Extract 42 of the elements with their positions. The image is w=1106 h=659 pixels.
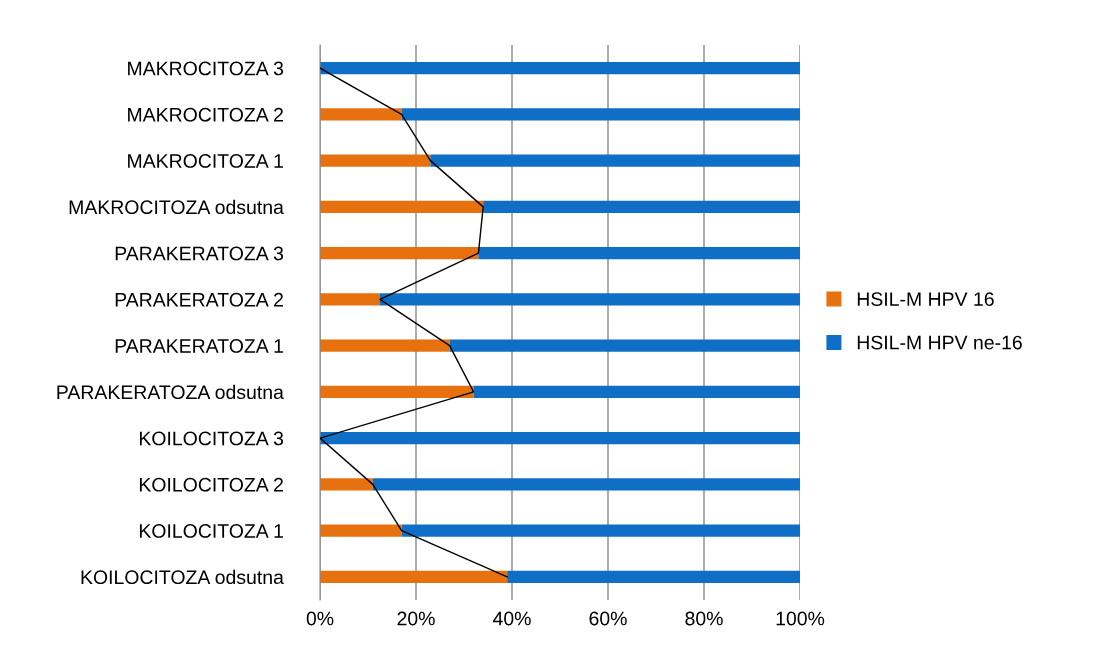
- bar: [401, 108, 800, 121]
- x-tick-label: 60%: [589, 611, 627, 626]
- legend-label: HSIL-M HPV 16: [857, 292, 994, 307]
- y-tick-label: KOILOCITOZA 3: [139, 431, 284, 446]
- y-tick-label: KOILOCITOZA 2: [139, 477, 283, 492]
- bar: [483, 200, 800, 214]
- bar: [320, 570, 508, 584]
- x-tick-label: 80%: [685, 611, 723, 626]
- bar: [320, 108, 402, 121]
- bar: [478, 246, 800, 260]
- y-tick-label: KOILOCITOZA 1: [139, 524, 283, 538]
- bar: [430, 154, 800, 167]
- bar: [320, 293, 380, 306]
- legend-label: HSIL-M HPV ne-16: [857, 335, 1022, 350]
- y-tick-label: KOILOCITOZA odsutna: [81, 569, 284, 585]
- x-tick-label: 20%: [397, 611, 435, 626]
- bar: [320, 339, 450, 352]
- y-tick-label: MAKROCITOZA odsutna: [69, 199, 284, 215]
- y-tick-label: PARAKERATOZA 2: [115, 292, 283, 307]
- bar: [507, 570, 800, 584]
- bar: [372, 478, 800, 491]
- bar: [320, 246, 479, 260]
- bar: [380, 293, 800, 306]
- bar: [320, 524, 402, 537]
- bar: [320, 154, 431, 167]
- y-tick-label: MAKROCITOZA 2: [128, 107, 283, 122]
- x-tick-label: 100%: [776, 611, 825, 626]
- y-tick-label: PARAKERATOZA 3: [115, 246, 284, 261]
- y-tick-label: PARAKERATOZA odsutna: [57, 384, 284, 400]
- bar: [320, 61, 800, 75]
- bar: [320, 478, 373, 491]
- y-tick-label: MAKROCITOZA 1: [128, 154, 283, 168]
- y-tick-label: MAKROCITOZA 3: [128, 61, 284, 76]
- bar: [449, 339, 800, 352]
- x-tick-label: 40%: [492, 611, 531, 626]
- y-tick-label: PARAKERATOZA 1: [115, 339, 283, 353]
- bar: [320, 385, 474, 399]
- bar: [401, 524, 800, 537]
- x-tick-label: 0%: [306, 611, 334, 626]
- bar: [320, 200, 484, 214]
- bar: [473, 385, 800, 399]
- bar: [320, 431, 800, 445]
